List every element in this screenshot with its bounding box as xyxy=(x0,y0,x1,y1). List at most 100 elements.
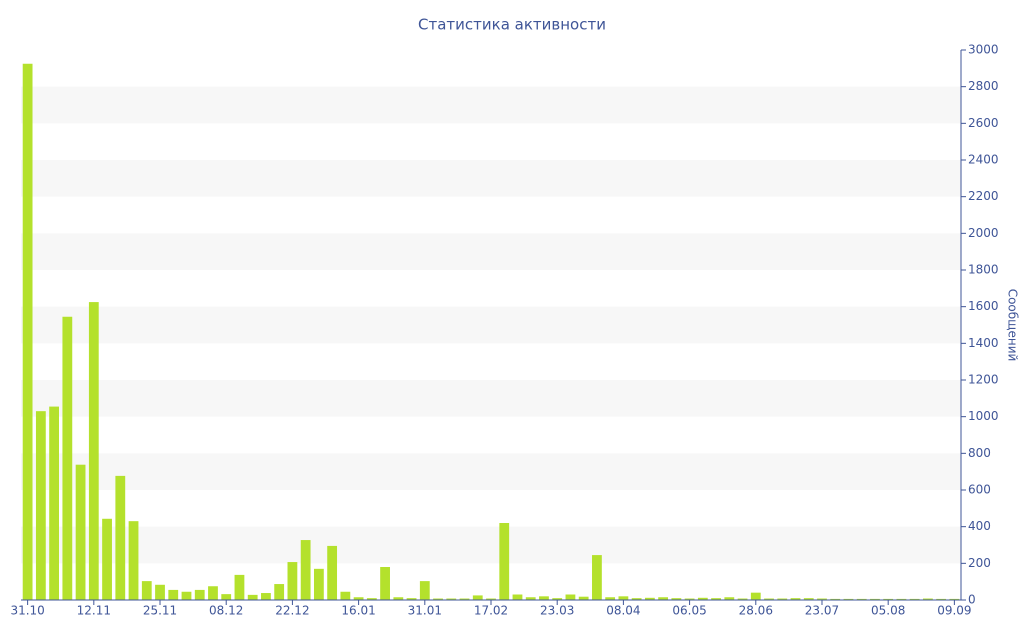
bar xyxy=(208,586,218,600)
bar xyxy=(380,567,390,600)
x-tick-label: 16.01 xyxy=(341,604,375,618)
bar xyxy=(605,597,616,600)
x-tick-label: 09.09 xyxy=(937,604,971,618)
bar xyxy=(631,598,642,600)
bar xyxy=(830,598,841,600)
x-tick-label: 12.11 xyxy=(77,604,111,618)
bar xyxy=(62,316,73,600)
bar xyxy=(75,464,86,600)
bar xyxy=(22,63,33,600)
bar xyxy=(49,406,59,600)
x-tick-label: 23.07 xyxy=(805,604,839,618)
bar xyxy=(247,594,258,600)
x-tick-label: 31.10 xyxy=(10,604,44,618)
y-tick-label: 1400 xyxy=(968,336,999,350)
bar xyxy=(194,589,205,600)
bar xyxy=(592,555,602,600)
bar xyxy=(234,574,245,600)
bar xyxy=(274,584,285,600)
bar xyxy=(896,598,907,600)
bar xyxy=(803,598,814,600)
bar xyxy=(446,598,457,600)
grid-band xyxy=(21,453,961,490)
x-tick-label: 08.12 xyxy=(209,604,243,618)
bar xyxy=(750,592,761,600)
y-tick-label: 2000 xyxy=(968,226,999,240)
x-tick-label: 31.01 xyxy=(408,604,442,618)
bar xyxy=(883,598,894,600)
x-tick-label: 08.04 xyxy=(606,604,640,618)
bar xyxy=(499,523,510,600)
y-tick-label: 2200 xyxy=(968,189,999,203)
bar xyxy=(737,598,748,600)
bar xyxy=(697,597,708,600)
bar xyxy=(777,598,788,600)
x-tick-label: 17.02 xyxy=(474,604,508,618)
y-tick-label: 1200 xyxy=(968,373,999,387)
bar xyxy=(578,596,589,600)
bar xyxy=(790,598,801,600)
bar xyxy=(168,589,179,600)
bar xyxy=(724,597,735,600)
bar xyxy=(909,598,920,600)
bar xyxy=(552,598,563,600)
bar xyxy=(287,562,298,600)
bar xyxy=(433,598,443,600)
bar xyxy=(525,597,536,600)
grid-band xyxy=(21,526,961,564)
y-axis-label: Сообщений xyxy=(1006,289,1020,362)
x-tick-label: 28.06 xyxy=(739,604,773,618)
bar xyxy=(843,598,854,600)
y-tick-label: 1800 xyxy=(968,263,999,277)
bar xyxy=(366,598,377,600)
bar xyxy=(618,596,629,600)
bar xyxy=(472,595,483,600)
bar xyxy=(35,411,46,600)
bar xyxy=(644,597,655,600)
bar xyxy=(949,598,960,600)
bar xyxy=(658,597,669,600)
y-tick-label: 200 xyxy=(968,556,991,570)
chart-title: Статистика активности xyxy=(418,16,606,34)
bar xyxy=(565,594,576,600)
y-tick-label: 1600 xyxy=(968,299,999,313)
bar xyxy=(711,598,721,600)
bar xyxy=(115,475,126,600)
x-tick-label: 23.03 xyxy=(540,604,574,618)
bar xyxy=(221,594,232,600)
bar xyxy=(141,581,152,600)
bar xyxy=(512,594,523,600)
bar xyxy=(353,597,364,600)
bar xyxy=(300,540,311,600)
y-tick-label: 2800 xyxy=(968,79,999,93)
y-tick-label: 3000 xyxy=(968,43,999,57)
bar xyxy=(539,596,549,600)
bar xyxy=(764,598,774,600)
bar xyxy=(856,598,867,600)
y-tick-label: 2400 xyxy=(968,153,999,167)
bar xyxy=(88,302,99,600)
bar xyxy=(181,591,192,600)
grid-band xyxy=(21,160,961,197)
bar xyxy=(261,593,271,600)
y-tick-label: 1000 xyxy=(968,409,999,423)
grid-band xyxy=(21,233,961,270)
y-tick-label: 800 xyxy=(968,446,991,460)
x-tick-label: 05.08 xyxy=(871,604,905,618)
y-tick-label: 400 xyxy=(968,519,991,533)
grid-band xyxy=(21,306,961,344)
bar xyxy=(671,598,682,600)
bar xyxy=(155,584,165,600)
y-tick-label: 600 xyxy=(968,483,991,497)
x-tick-label: 22.12 xyxy=(275,604,309,618)
bar xyxy=(128,521,139,600)
grid-band xyxy=(21,380,961,417)
x-tick-label: 25.11 xyxy=(143,604,177,618)
bar xyxy=(393,597,404,600)
bar xyxy=(327,545,338,600)
bar xyxy=(684,598,695,600)
bar xyxy=(923,598,933,600)
bar xyxy=(486,598,496,600)
